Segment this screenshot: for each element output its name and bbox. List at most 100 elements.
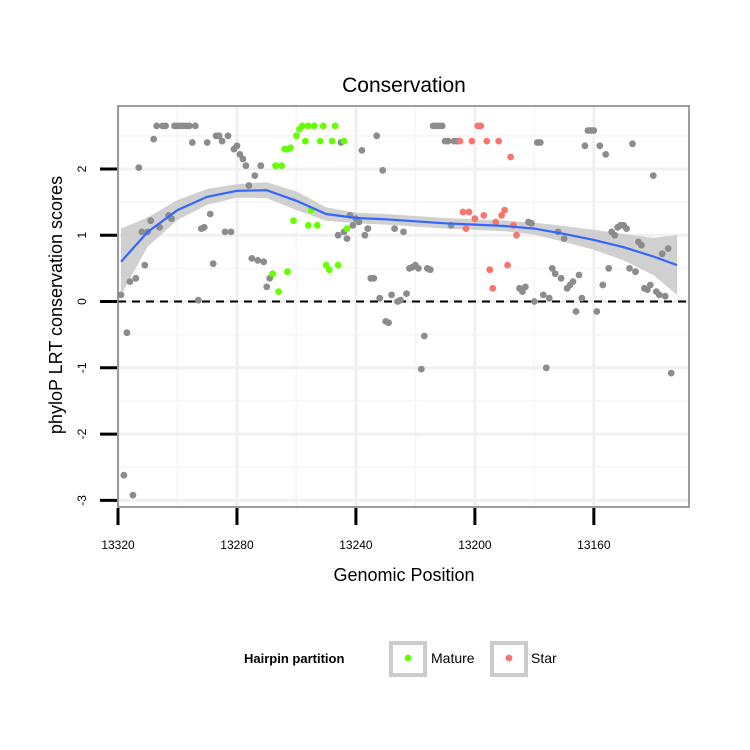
point-other — [572, 308, 580, 315]
point-other — [120, 471, 128, 479]
point-star — [477, 122, 485, 130]
axes: 13320 13280 13240 13200 13160 -3 -2 -1 0 1 2 — [75, 105, 690, 552]
point-other — [531, 298, 538, 305]
point-star — [489, 284, 497, 292]
smooth-curve — [120, 189, 678, 267]
point-other — [233, 142, 241, 150]
point-other — [638, 241, 645, 249]
point-other — [245, 182, 253, 189]
point-mature — [340, 137, 348, 145]
point-other — [542, 364, 550, 372]
point-other — [370, 274, 378, 282]
point-other — [623, 225, 630, 233]
y-tick-label: 2 — [75, 165, 89, 172]
point-mature — [319, 122, 327, 130]
x-tick-label: 13160 — [577, 538, 611, 552]
point-other — [194, 296, 202, 304]
point-mature — [269, 270, 276, 278]
point-star — [480, 212, 488, 219]
point-other — [153, 122, 161, 130]
point-mature — [334, 261, 342, 269]
point-other — [129, 491, 137, 499]
point-other — [664, 245, 672, 252]
point-other — [242, 162, 250, 170]
point-other — [117, 291, 125, 299]
point-mature — [299, 122, 306, 130]
point-other — [334, 231, 342, 239]
plot-panel — [116, 106, 689, 507]
point-mature — [302, 137, 309, 145]
point-mature — [275, 288, 282, 295]
point-other — [649, 172, 657, 180]
point-mature — [290, 217, 297, 225]
point-star — [465, 208, 473, 216]
y-tick-label: -2 — [75, 428, 89, 439]
point-other — [661, 292, 669, 300]
point-other — [590, 127, 598, 134]
y-tick-label: -1 — [75, 362, 89, 373]
legend-entry-star[interactable]: Star — [490, 641, 557, 677]
point-other — [251, 172, 259, 180]
point-other — [539, 291, 547, 299]
point-other — [263, 283, 271, 291]
point-mature — [304, 122, 312, 130]
point-other — [667, 369, 675, 377]
point-star — [513, 231, 520, 239]
point-mature — [272, 162, 279, 170]
point-other — [548, 265, 556, 272]
point-mature — [313, 221, 321, 229]
point-other — [135, 164, 143, 172]
point-other — [123, 329, 131, 337]
point-other — [162, 122, 170, 130]
point-mature — [343, 225, 351, 233]
x-tick-label: 13320 — [101, 538, 135, 552]
point-other — [581, 142, 589, 150]
legend-label-mature: Mature — [431, 650, 475, 666]
point-star — [501, 206, 508, 214]
point-star — [507, 153, 514, 161]
legend-dot-mature — [404, 654, 412, 662]
x-tick-label: 13240 — [339, 538, 373, 552]
point-star — [483, 137, 491, 145]
point-other — [364, 225, 372, 233]
point-other — [444, 137, 452, 145]
y-tick-label: -3 — [75, 495, 89, 506]
point-star — [468, 137, 476, 145]
point-other — [239, 155, 247, 163]
point-other — [203, 139, 211, 146]
point-other — [397, 296, 404, 304]
legend-entry-mature[interactable]: Mature — [389, 641, 475, 677]
legend: Hairpin partition Mature Star — [244, 641, 557, 677]
point-other — [599, 281, 607, 289]
point-other — [522, 283, 529, 291]
point-other — [361, 231, 369, 239]
point-other — [355, 218, 363, 226]
point-star — [486, 266, 494, 274]
point-other — [200, 223, 208, 231]
point-other — [528, 219, 535, 227]
point-star — [495, 137, 503, 145]
point-other — [379, 166, 387, 174]
point-other — [602, 151, 610, 158]
point-other — [388, 291, 395, 299]
panel-background — [118, 106, 689, 507]
point-other — [646, 281, 654, 289]
point-other — [420, 332, 428, 340]
point-other — [596, 142, 604, 150]
point-other — [578, 294, 586, 302]
point-other — [191, 122, 199, 130]
point-other — [206, 210, 214, 218]
point-other — [147, 217, 155, 225]
point-mature — [304, 221, 312, 229]
point-other — [218, 137, 226, 145]
point-other — [415, 265, 422, 272]
point-other — [349, 221, 357, 229]
point-mature — [316, 137, 324, 145]
point-mature — [328, 137, 336, 145]
point-mature — [284, 268, 291, 276]
point-other — [376, 294, 384, 302]
point-star — [459, 208, 467, 216]
point-other — [605, 265, 613, 272]
point-other — [188, 139, 196, 146]
